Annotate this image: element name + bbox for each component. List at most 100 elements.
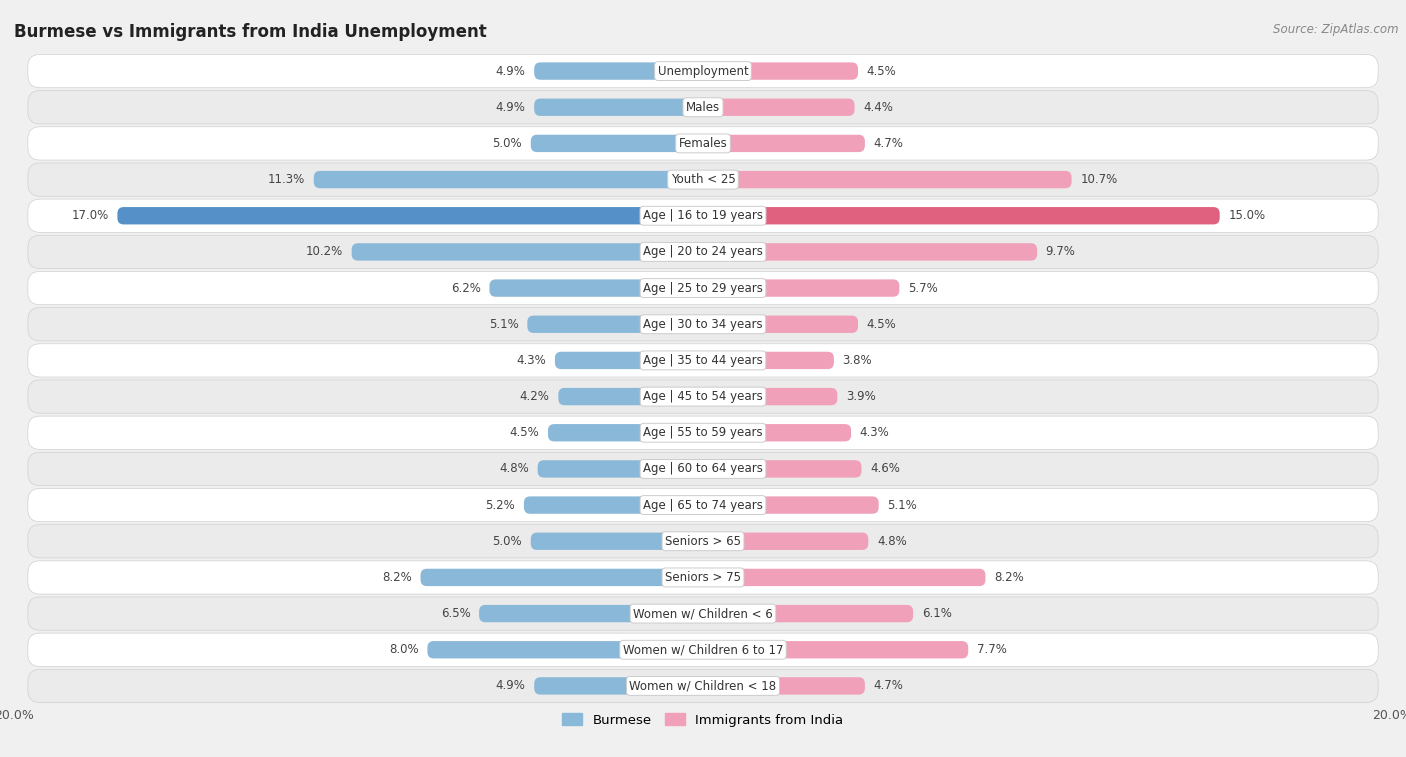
Text: 11.3%: 11.3% <box>269 173 305 186</box>
Text: 9.7%: 9.7% <box>1046 245 1076 258</box>
Text: Age | 16 to 19 years: Age | 16 to 19 years <box>643 209 763 223</box>
FancyBboxPatch shape <box>703 62 858 79</box>
Text: 4.3%: 4.3% <box>859 426 890 439</box>
Text: Age | 60 to 64 years: Age | 60 to 64 years <box>643 463 763 475</box>
Text: Youth < 25: Youth < 25 <box>671 173 735 186</box>
Text: 5.1%: 5.1% <box>887 499 917 512</box>
Text: 4.7%: 4.7% <box>873 680 904 693</box>
Text: 8.2%: 8.2% <box>994 571 1024 584</box>
Text: 6.5%: 6.5% <box>440 607 471 620</box>
FancyBboxPatch shape <box>703 497 879 514</box>
FancyBboxPatch shape <box>703 533 869 550</box>
Text: 4.5%: 4.5% <box>866 64 897 77</box>
FancyBboxPatch shape <box>28 452 1378 485</box>
FancyBboxPatch shape <box>28 272 1378 305</box>
FancyBboxPatch shape <box>703 605 912 622</box>
Text: 4.9%: 4.9% <box>496 64 526 77</box>
Text: 5.2%: 5.2% <box>485 499 515 512</box>
Text: Women w/ Children < 18: Women w/ Children < 18 <box>630 680 776 693</box>
FancyBboxPatch shape <box>703 678 865 695</box>
Text: 4.8%: 4.8% <box>499 463 529 475</box>
FancyBboxPatch shape <box>703 352 834 369</box>
Text: Age | 35 to 44 years: Age | 35 to 44 years <box>643 354 763 367</box>
FancyBboxPatch shape <box>28 199 1378 232</box>
Text: Age | 65 to 74 years: Age | 65 to 74 years <box>643 499 763 512</box>
FancyBboxPatch shape <box>703 641 969 659</box>
Text: 6.1%: 6.1% <box>922 607 952 620</box>
FancyBboxPatch shape <box>28 633 1378 666</box>
FancyBboxPatch shape <box>28 91 1378 124</box>
Text: 5.0%: 5.0% <box>492 534 522 548</box>
FancyBboxPatch shape <box>534 62 703 79</box>
FancyBboxPatch shape <box>314 171 703 188</box>
FancyBboxPatch shape <box>28 597 1378 631</box>
Text: Source: ZipAtlas.com: Source: ZipAtlas.com <box>1274 23 1399 36</box>
Text: Age | 20 to 24 years: Age | 20 to 24 years <box>643 245 763 258</box>
Text: 4.6%: 4.6% <box>870 463 900 475</box>
FancyBboxPatch shape <box>28 669 1378 702</box>
Text: Age | 55 to 59 years: Age | 55 to 59 years <box>643 426 763 439</box>
Text: 4.2%: 4.2% <box>520 390 550 403</box>
FancyBboxPatch shape <box>427 641 703 659</box>
Legend: Burmese, Immigrants from India: Burmese, Immigrants from India <box>555 706 851 734</box>
Text: 4.3%: 4.3% <box>516 354 547 367</box>
Text: 15.0%: 15.0% <box>1229 209 1265 223</box>
FancyBboxPatch shape <box>489 279 703 297</box>
FancyBboxPatch shape <box>703 135 865 152</box>
FancyBboxPatch shape <box>703 388 838 405</box>
FancyBboxPatch shape <box>420 569 703 586</box>
FancyBboxPatch shape <box>703 424 851 441</box>
FancyBboxPatch shape <box>555 352 703 369</box>
FancyBboxPatch shape <box>548 424 703 441</box>
FancyBboxPatch shape <box>703 243 1038 260</box>
Text: Unemployment: Unemployment <box>658 64 748 77</box>
FancyBboxPatch shape <box>28 488 1378 522</box>
Text: 4.4%: 4.4% <box>863 101 893 114</box>
Text: Age | 45 to 54 years: Age | 45 to 54 years <box>643 390 763 403</box>
FancyBboxPatch shape <box>28 126 1378 160</box>
Text: 4.5%: 4.5% <box>866 318 897 331</box>
Text: 6.2%: 6.2% <box>451 282 481 294</box>
FancyBboxPatch shape <box>534 678 703 695</box>
Text: 17.0%: 17.0% <box>72 209 108 223</box>
Text: 8.0%: 8.0% <box>389 643 419 656</box>
Text: Males: Males <box>686 101 720 114</box>
Text: 5.7%: 5.7% <box>908 282 938 294</box>
FancyBboxPatch shape <box>527 316 703 333</box>
Text: 4.9%: 4.9% <box>496 680 526 693</box>
Text: 4.5%: 4.5% <box>509 426 540 439</box>
FancyBboxPatch shape <box>28 55 1378 88</box>
FancyBboxPatch shape <box>703 279 900 297</box>
FancyBboxPatch shape <box>703 207 1219 224</box>
Text: 3.8%: 3.8% <box>842 354 872 367</box>
FancyBboxPatch shape <box>28 235 1378 269</box>
FancyBboxPatch shape <box>352 243 703 260</box>
FancyBboxPatch shape <box>703 316 858 333</box>
Text: 10.2%: 10.2% <box>305 245 343 258</box>
FancyBboxPatch shape <box>28 307 1378 341</box>
Text: 4.8%: 4.8% <box>877 534 907 548</box>
Text: 8.2%: 8.2% <box>382 571 412 584</box>
FancyBboxPatch shape <box>28 416 1378 450</box>
Text: Age | 30 to 34 years: Age | 30 to 34 years <box>643 318 763 331</box>
Text: 4.7%: 4.7% <box>873 137 904 150</box>
Text: 5.0%: 5.0% <box>492 137 522 150</box>
FancyBboxPatch shape <box>479 605 703 622</box>
FancyBboxPatch shape <box>703 460 862 478</box>
Text: 7.7%: 7.7% <box>977 643 1007 656</box>
FancyBboxPatch shape <box>28 525 1378 558</box>
Text: Women w/ Children < 6: Women w/ Children < 6 <box>633 607 773 620</box>
Text: Seniors > 75: Seniors > 75 <box>665 571 741 584</box>
FancyBboxPatch shape <box>703 98 855 116</box>
Text: 3.9%: 3.9% <box>846 390 876 403</box>
Text: 5.1%: 5.1% <box>489 318 519 331</box>
Text: Burmese vs Immigrants from India Unemployment: Burmese vs Immigrants from India Unemplo… <box>14 23 486 41</box>
FancyBboxPatch shape <box>534 98 703 116</box>
FancyBboxPatch shape <box>558 388 703 405</box>
Text: 4.9%: 4.9% <box>496 101 526 114</box>
FancyBboxPatch shape <box>531 135 703 152</box>
FancyBboxPatch shape <box>28 344 1378 377</box>
Text: 10.7%: 10.7% <box>1080 173 1118 186</box>
FancyBboxPatch shape <box>28 163 1378 196</box>
FancyBboxPatch shape <box>28 380 1378 413</box>
